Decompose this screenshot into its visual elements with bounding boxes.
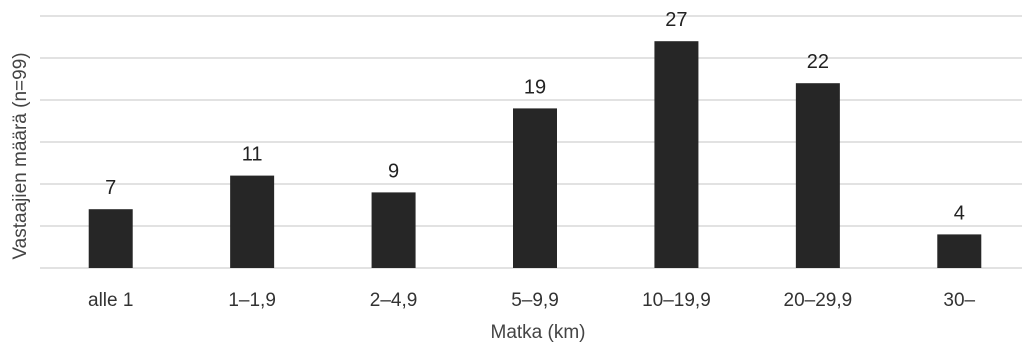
data-label: 22 [807,51,829,73]
bar [937,234,982,268]
x-tick-labels: alle 1 1–1,9 2–4,9 5–9,9 10–19,9 20–29,9 30– [88,290,976,311]
x-tick-label: 20–29,9 [784,290,853,311]
x-tick-label: 30– [943,290,975,311]
bar [371,192,416,268]
x-tick-label: alle 1 [88,290,133,311]
bar [230,175,275,268]
bar [513,108,557,269]
y-axis-title: Vastaajien määrä (n=99) [10,52,31,259]
x-tick-label: 10–19,9 [642,290,711,311]
data-label: 9 [388,160,399,182]
data-label: 11 [242,144,263,166]
bar [88,209,133,268]
data-label: 7 [105,177,116,199]
data-labels: 7 11 9 19 27 22 4 [105,9,965,224]
bar [795,83,840,268]
x-axis-title: Matka (km) [491,322,586,343]
x-tick-label: 2–4,9 [370,290,418,311]
x-tick-label: 1–1,9 [228,290,276,311]
bars [88,41,982,269]
data-label: 27 [665,9,687,31]
x-tick-label: 5–9,9 [511,290,559,311]
bar [654,41,699,269]
data-label: 4 [954,202,965,224]
data-label: 19 [524,76,546,98]
